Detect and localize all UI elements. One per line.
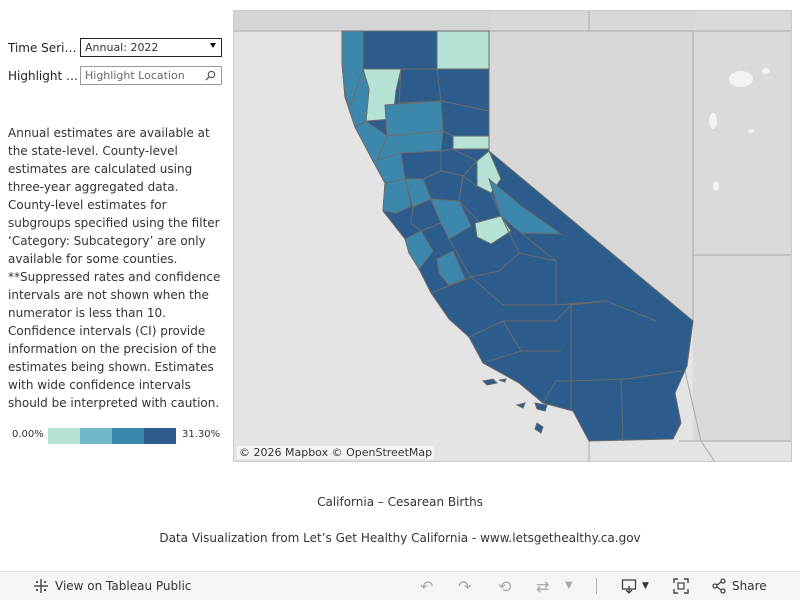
highlight-location-label: Highlight Location: [8, 69, 78, 83]
description-paragraph: County-level estimates for subgroups spe…: [8, 198, 220, 266]
legend-swatch-1: [48, 428, 80, 444]
fullscreen-icon[interactable]: [673, 578, 689, 594]
refresh-icon[interactable]: ⇄: [536, 577, 550, 596]
download-dropdown-icon[interactable]: ▼: [642, 581, 649, 591]
map-view[interactable]: © 2026 Mapbox © OpenStreetMap: [233, 10, 792, 462]
refresh-dropdown-icon[interactable]: ▼: [565, 580, 573, 591]
legend-max-label: 31.30%: [182, 429, 221, 440]
tableau-logo-icon: [34, 579, 48, 593]
toolbar-divider: [596, 578, 597, 594]
view-on-tableau-link[interactable]: View on Tableau Public: [55, 579, 192, 593]
share-icon[interactable]: [711, 578, 727, 594]
revert-icon[interactable]: ⟲: [498, 577, 512, 596]
legend-min-label: 0.00%: [12, 429, 44, 440]
redo-icon[interactable]: ↷: [458, 577, 472, 596]
map-title: California – Cesarean Births: [317, 495, 483, 509]
legend-swatch-4: [144, 428, 176, 444]
chevron-down-icon: [210, 43, 216, 48]
share-button[interactable]: Share: [732, 579, 767, 593]
california-map: [234, 11, 791, 461]
download-icon[interactable]: [621, 578, 637, 594]
legend-swatch-2: [80, 428, 112, 444]
time-series-select[interactable]: Annual: 2022: [80, 38, 222, 57]
undo-icon[interactable]: ↶: [420, 577, 434, 596]
legend-swatch-3: [112, 428, 144, 444]
search-icon: [205, 70, 216, 81]
data-source-caption: Data Visualization from Let’s Get Health…: [159, 531, 641, 545]
highlight-location-placeholder: Highlight Location: [85, 69, 185, 82]
highlight-location-input[interactable]: Highlight Location: [80, 66, 222, 85]
tableau-toolbar: View on Tableau Public ↶ ↷ ⟲ ⇄ ▼ ▼ Share: [0, 571, 800, 600]
time-series-value: Annual: 2022: [85, 41, 159, 54]
description-paragraph: Annual estimates are available at the st…: [8, 126, 210, 194]
time-series-label: Time Series Year: [8, 41, 78, 55]
map-attribution[interactable]: © 2026 Mapbox © OpenStreetMap: [237, 446, 435, 459]
description-paragraph: Confidence intervals (CI) provide inform…: [8, 324, 220, 410]
description-text: Annual estimates are available at the st…: [8, 124, 226, 412]
description-paragraph: **Suppressed rates and confidence interv…: [8, 270, 221, 320]
